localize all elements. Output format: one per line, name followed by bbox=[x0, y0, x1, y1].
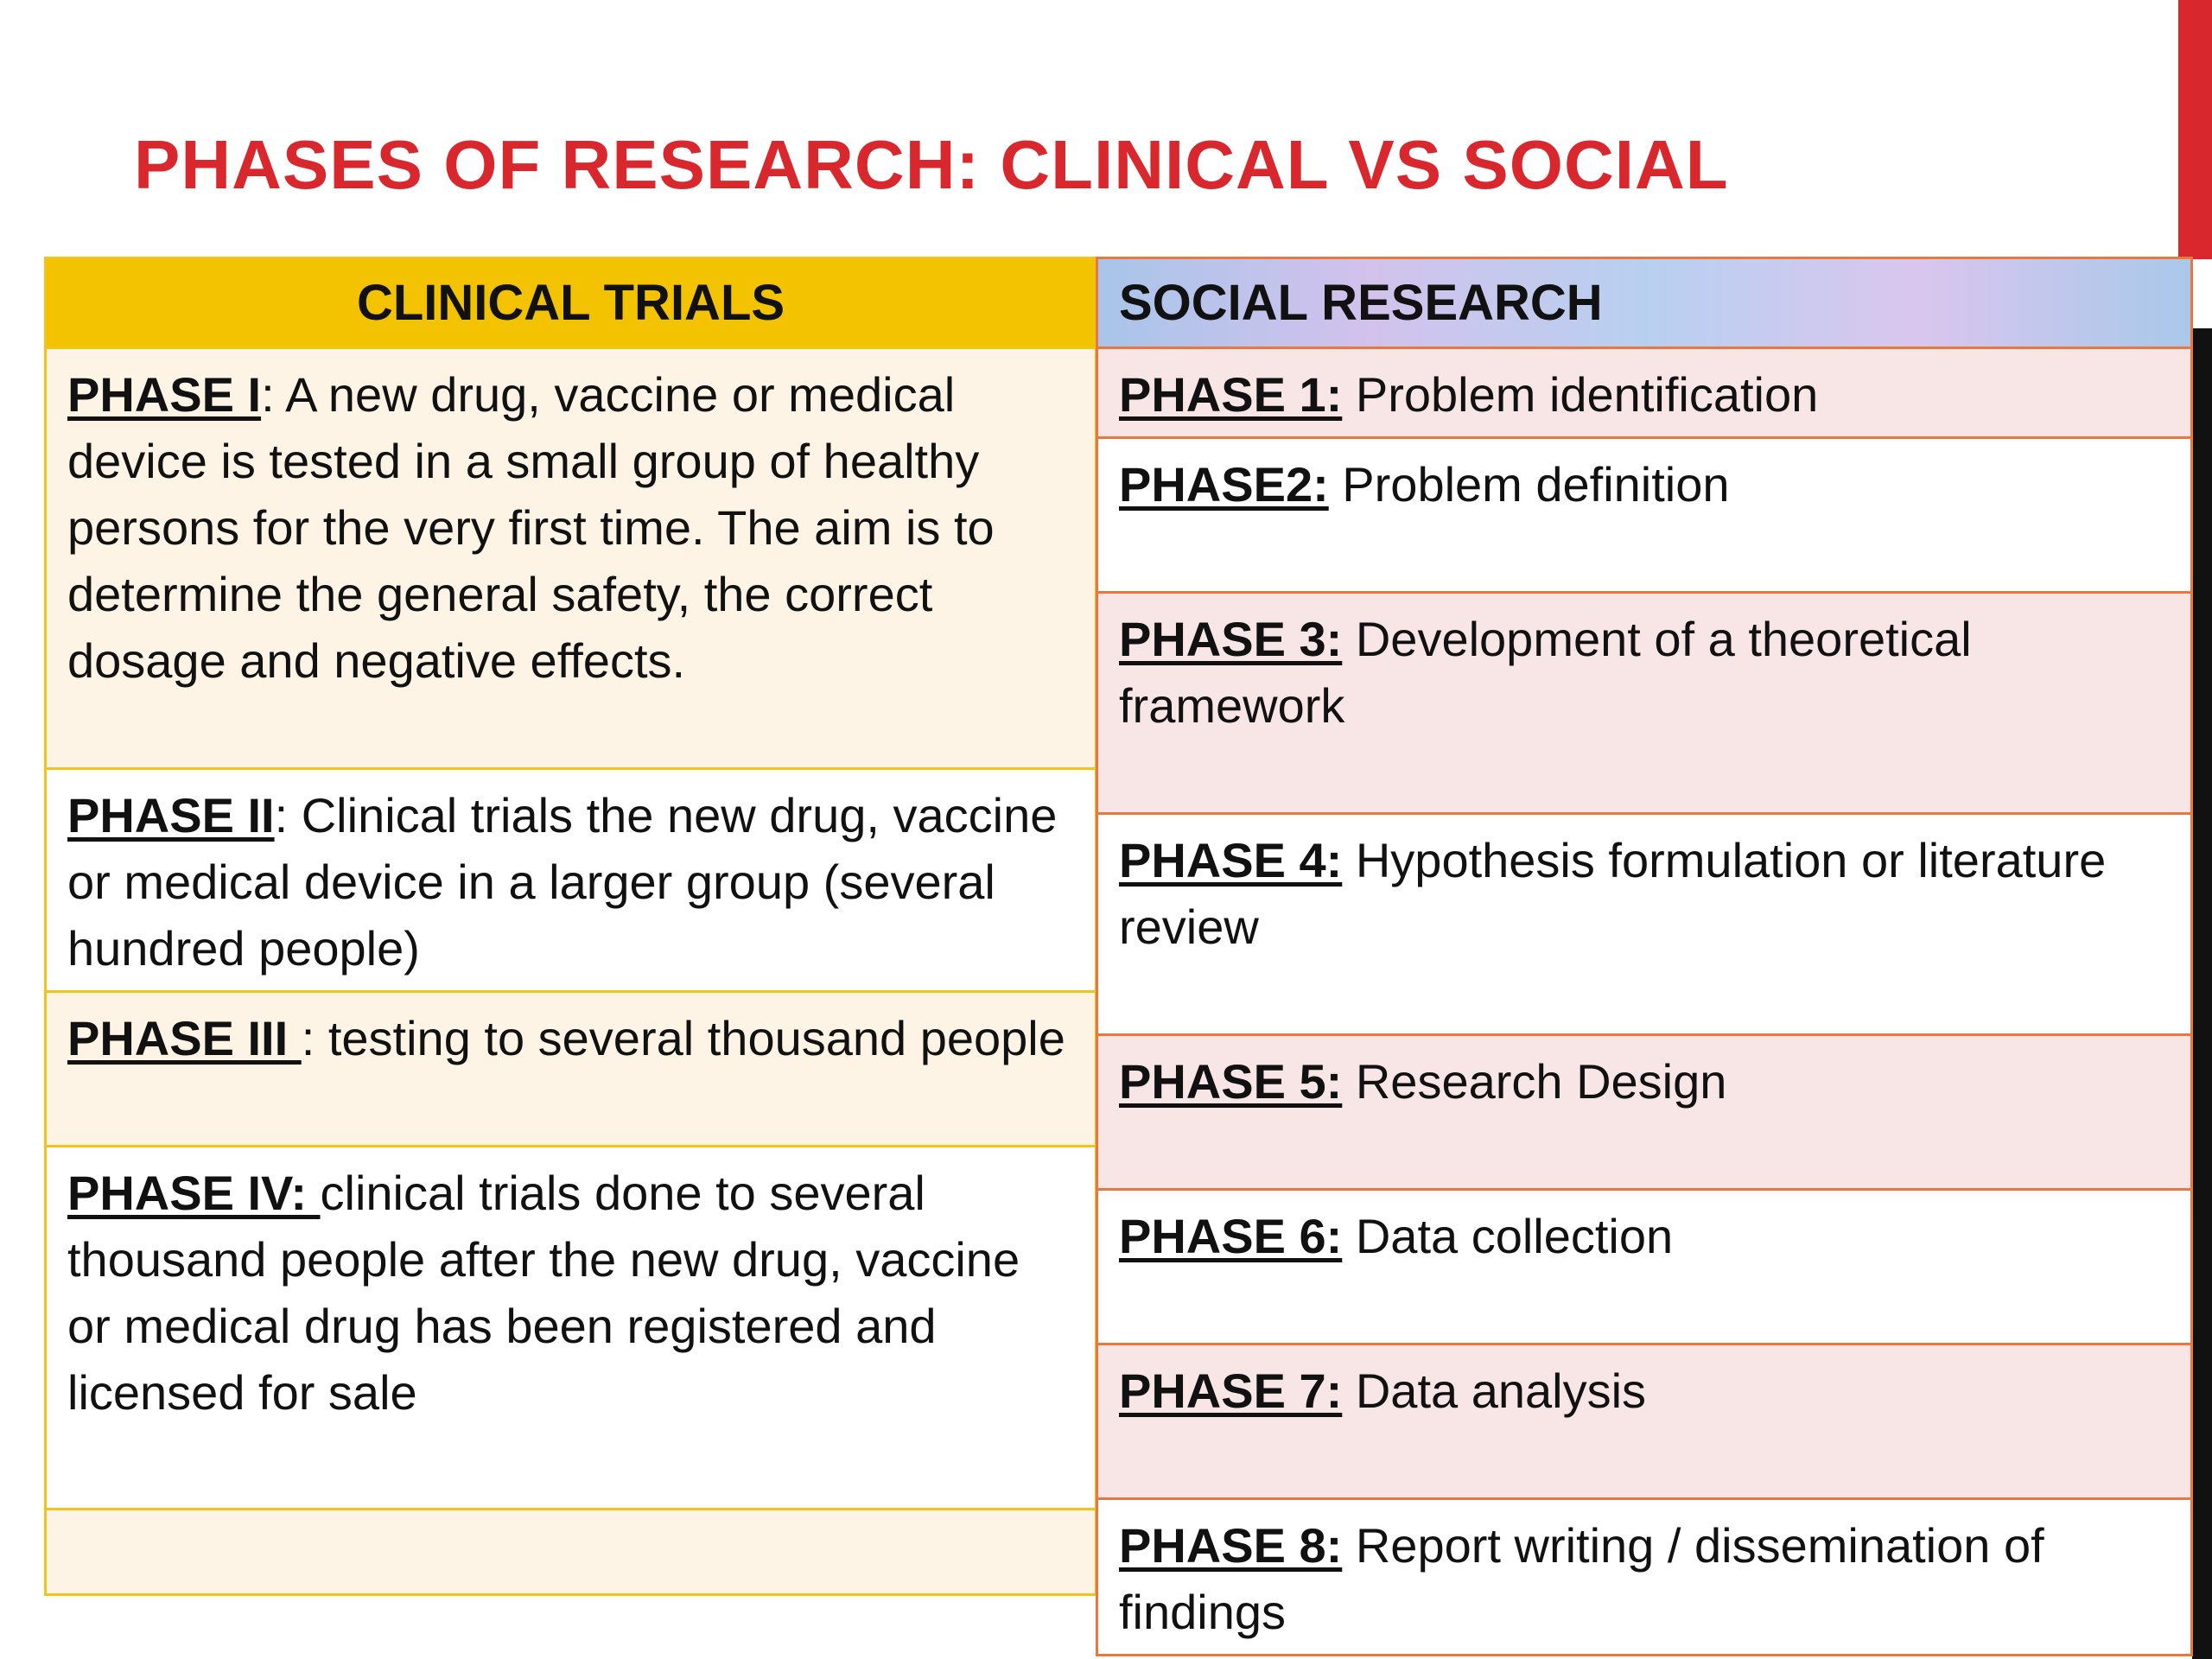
phase-description: Report writing / dissemination of findin… bbox=[1119, 1518, 2044, 1639]
phase-description: Development of a theoretical framework bbox=[1119, 612, 1972, 733]
phase-description: Research Design bbox=[1342, 1054, 1727, 1109]
table-shadow bbox=[2192, 328, 2212, 1659]
clinical-row-phase-1: PHASE I: A new drug, vaccine or medical … bbox=[47, 349, 1095, 770]
social-row-text: PHASE 8: Report writing / dissemination … bbox=[1098, 1500, 2190, 1645]
social-row-text: PHASE 6: Data collection bbox=[1098, 1191, 2190, 1269]
phase-label: PHASE II bbox=[67, 788, 275, 842]
social-row-phase-8: PHASE 8: Report writing / dissemination … bbox=[1098, 1500, 2190, 1654]
social-row-phase-6: PHASE 6: Data collection bbox=[1098, 1191, 2190, 1345]
social-research-table: SOCIAL RESEARCH PHASE 1: Problem identif… bbox=[1096, 257, 2193, 1656]
clinical-header: CLINICAL TRIALS bbox=[47, 259, 1095, 349]
social-header: SOCIAL RESEARCH bbox=[1098, 259, 2190, 349]
phase-label: PHASE 4: bbox=[1119, 833, 1343, 887]
accent-bar bbox=[2178, 0, 2212, 259]
phase-label: PHASE III bbox=[67, 1011, 302, 1065]
social-row-phase-2: PHASE2: Problem definition bbox=[1098, 439, 2190, 594]
social-row-text: PHASE2: Problem definition bbox=[1098, 439, 2190, 518]
social-row-text: PHASE 4: Hypothesis formulation or liter… bbox=[1098, 815, 2190, 960]
clinical-row-text: PHASE II: Clinical trials the new drug, … bbox=[47, 770, 1095, 982]
social-row-text: PHASE 7: Data analysis bbox=[1098, 1345, 2190, 1424]
phase-description: Data analysis bbox=[1342, 1363, 1647, 1418]
social-row-phase-4: PHASE 4: Hypothesis formulation or liter… bbox=[1098, 815, 2190, 1036]
clinical-row-text bbox=[47, 1510, 1095, 1522]
social-row-phase-5: PHASE 5: Research Design bbox=[1098, 1036, 2190, 1191]
clinical-row-text: PHASE IV: clinical trials done to severa… bbox=[47, 1147, 1095, 1426]
phase-label: PHASE IV: bbox=[67, 1166, 321, 1220]
phase-description: Problem definition bbox=[1328, 457, 1730, 512]
phase-description: : A new drug, vaccine or medical device … bbox=[67, 367, 995, 688]
phase-description: Problem identification bbox=[1342, 367, 1819, 422]
social-row-phase-1: PHASE 1: Problem identification bbox=[1098, 349, 2190, 439]
slide-title: PHASES OF RESEARCH: CLINICAL VS SOCIAL bbox=[134, 126, 1729, 203]
social-row-phase-3: PHASE 3: Development of a theoretical fr… bbox=[1098, 594, 2190, 815]
phase-description: Hypothesis formulation or literature rev… bbox=[1119, 833, 2107, 954]
social-row-text: PHASE 1: Problem identification bbox=[1098, 349, 2190, 428]
clinical-row-text: PHASE III : testing to several thousand … bbox=[47, 993, 1095, 1071]
phase-label: PHASE 6: bbox=[1119, 1209, 1343, 1263]
clinical-row-phase-2: PHASE II: Clinical trials the new drug, … bbox=[47, 770, 1095, 993]
social-row-phase-7: PHASE 7: Data analysis bbox=[1098, 1345, 2190, 1500]
phase-label: PHASE 7: bbox=[1119, 1363, 1343, 1418]
phase-label: PHASE I bbox=[67, 367, 262, 422]
social-row-text: PHASE 3: Development of a theoretical fr… bbox=[1098, 594, 2190, 739]
clinical-row-text: PHASE I: A new drug, vaccine or medical … bbox=[47, 349, 1095, 694]
phase-label: PHASE 5: bbox=[1119, 1054, 1343, 1109]
phase-description: Data collection bbox=[1342, 1209, 1674, 1263]
phase-label: PHASE 1: bbox=[1119, 367, 1343, 422]
clinical-row-empty bbox=[47, 1510, 1095, 1593]
clinical-row-phase-3: PHASE III : testing to several thousand … bbox=[47, 993, 1095, 1147]
phase-label: PHASE 8: bbox=[1119, 1518, 1343, 1573]
phase-description: clinical trials done to several thousand… bbox=[67, 1166, 1020, 1420]
phase-description: : Clinical trials the new drug, vaccine … bbox=[67, 788, 1058, 976]
clinical-trials-table: CLINICAL TRIALS PHASE I: A new drug, vac… bbox=[44, 257, 1097, 1596]
social-row-text: PHASE 5: Research Design bbox=[1098, 1036, 2190, 1115]
phase-label: PHASE2: bbox=[1119, 457, 1329, 512]
clinical-row-phase-4: PHASE IV: clinical trials done to severa… bbox=[47, 1147, 1095, 1510]
phase-label: PHASE 3: bbox=[1119, 612, 1343, 666]
phase-description: : testing to several thousand people bbox=[301, 1011, 1065, 1065]
